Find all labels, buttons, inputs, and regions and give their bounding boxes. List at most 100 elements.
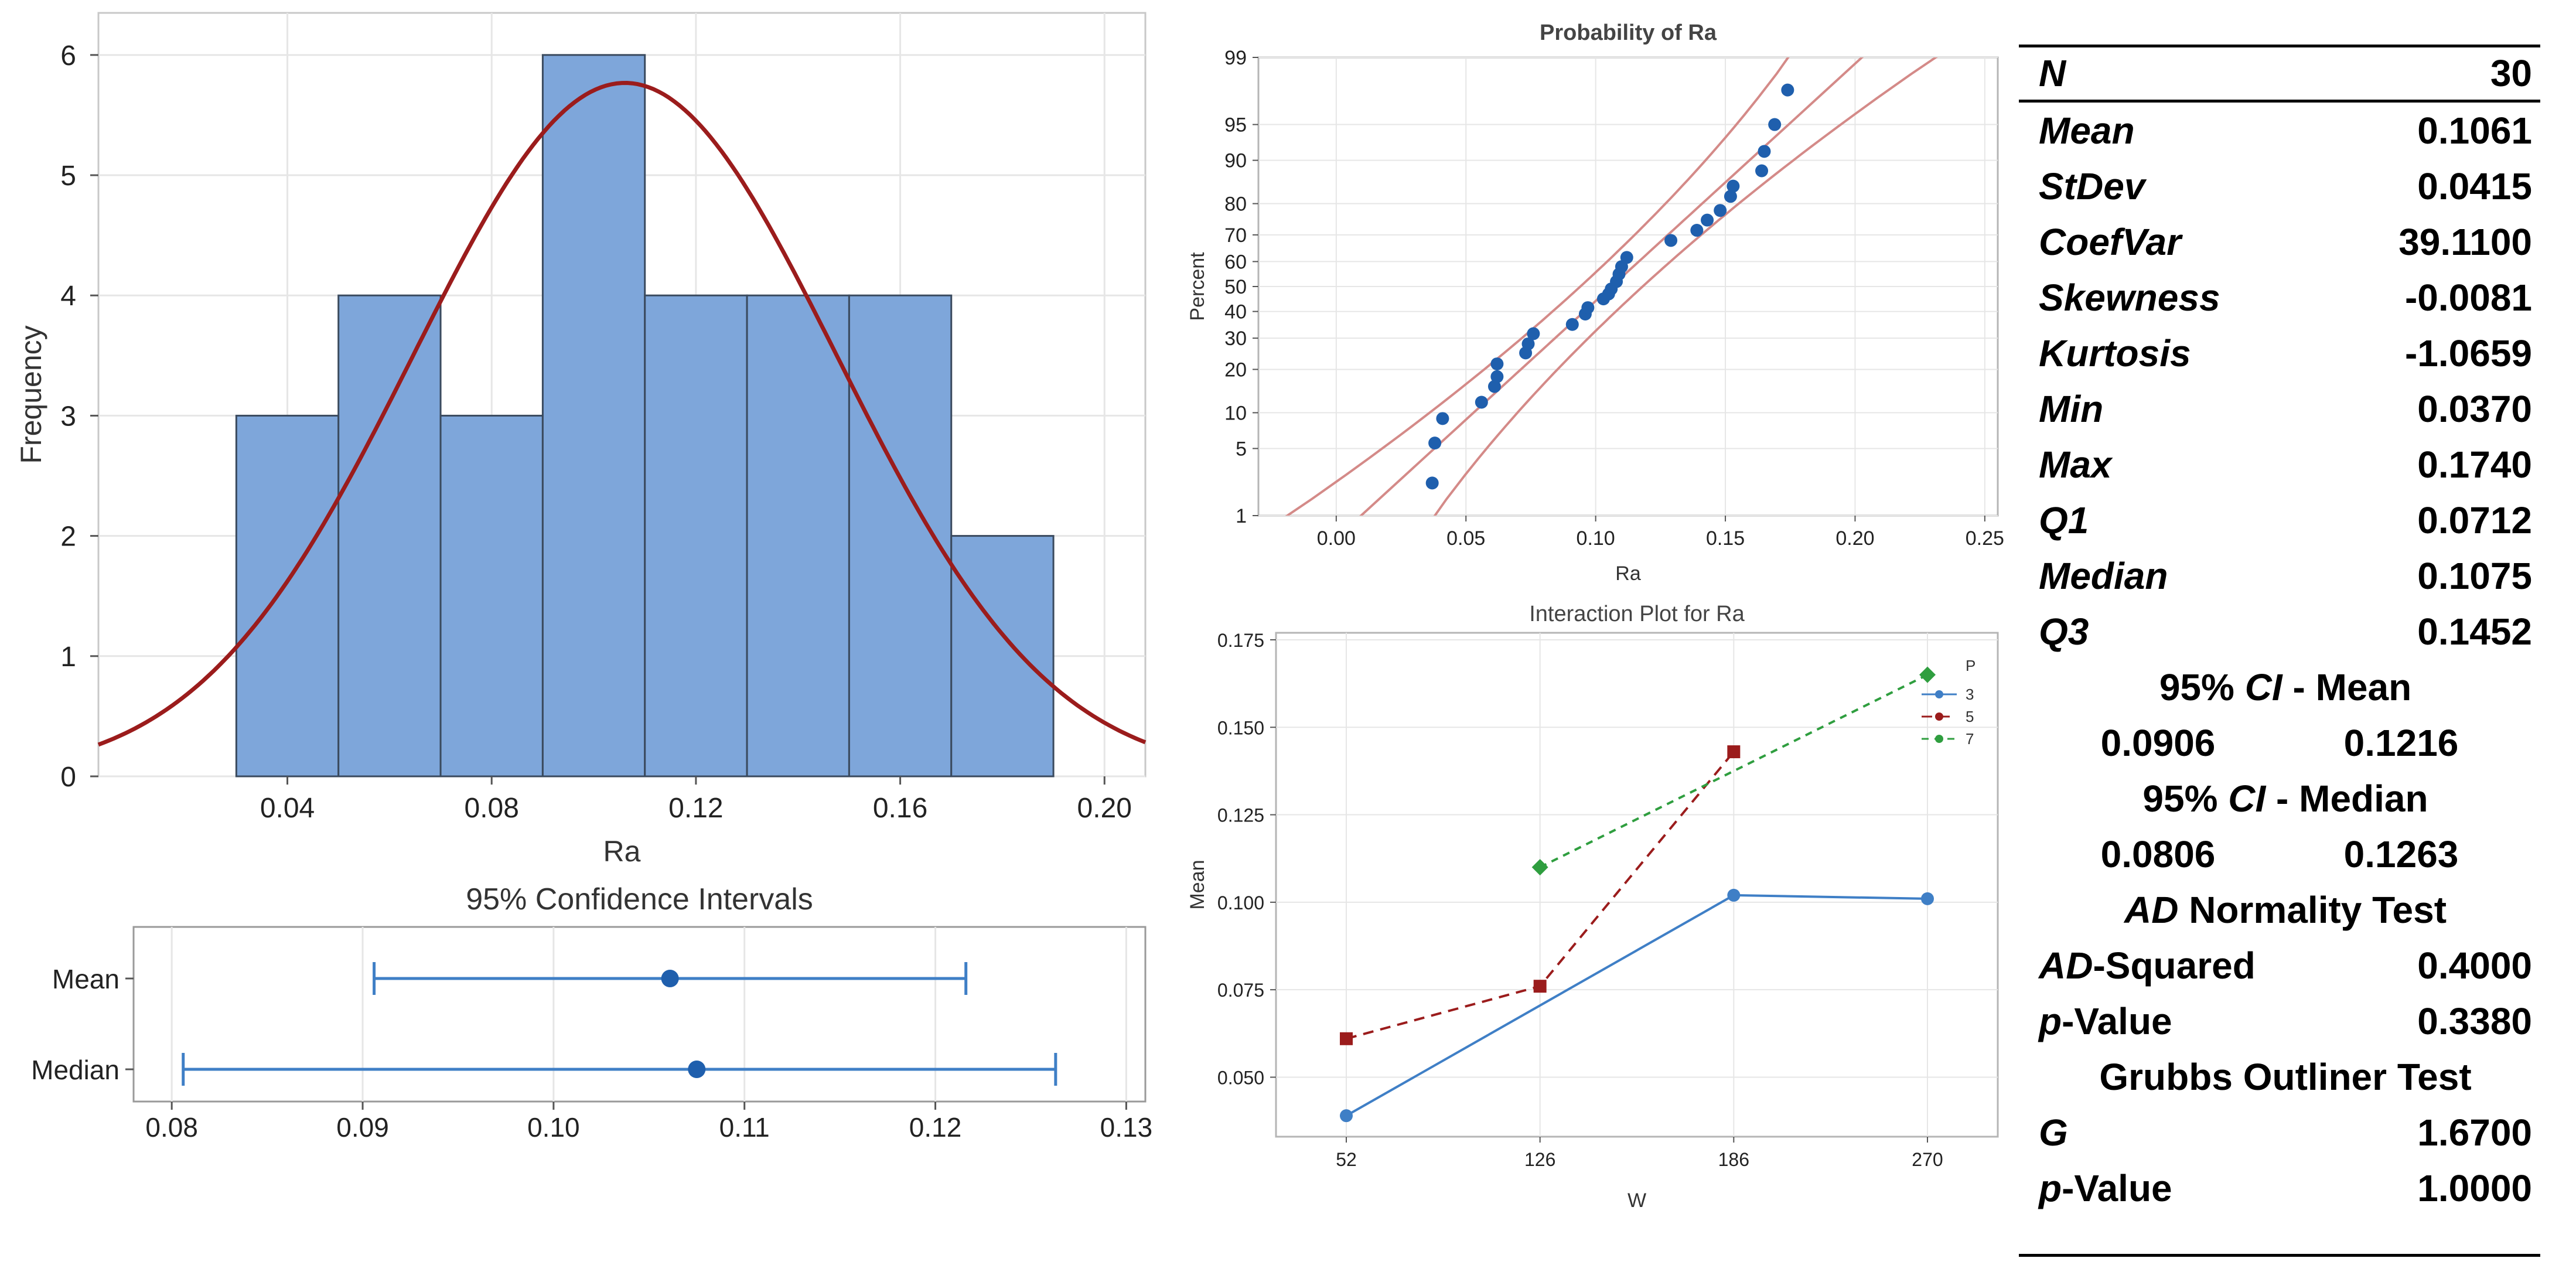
series-marker	[1727, 888, 1741, 902]
data-point	[1428, 437, 1442, 450]
stat-label: Median	[2039, 554, 2168, 597]
data-point	[1758, 145, 1771, 158]
ad-test-header: AD Normality Test	[2124, 888, 2447, 931]
legend-marker	[1935, 712, 1943, 721]
y-tick-label: 0	[60, 762, 76, 793]
stat-label: CoefVar	[2039, 220, 2182, 263]
y-tick-label: 2	[60, 521, 76, 553]
histogram-bar	[235, 414, 340, 778]
x-tick-label: 0.15	[1706, 527, 1745, 550]
x-tick-label: 0.20	[1835, 527, 1874, 550]
data-point	[1768, 118, 1782, 131]
stat-value: -1.0659	[2404, 332, 2532, 374]
stats-row: Median 0.1075	[2019, 548, 2540, 604]
legend-title: P	[1966, 657, 1975, 674]
stat-label: N	[2039, 52, 2066, 94]
stat-value: 0.1061	[2417, 109, 2532, 152]
y-tick-label: 10	[1224, 402, 1247, 424]
x-tick-label: 0.13	[1100, 1112, 1153, 1143]
series-marker	[1533, 980, 1547, 993]
grubbs-pvalue-row: p-Value 1.0000	[2039, 1167, 2532, 1209]
x-tick-label: 0.20	[1077, 793, 1132, 824]
x-tick-label: 0.08	[465, 793, 519, 824]
legend-label: 3	[1966, 686, 1974, 703]
stats-row: Mean 0.1061	[2019, 103, 2540, 158]
y-tick-label: 6	[60, 40, 76, 71]
data-point	[1425, 476, 1439, 490]
histogram-bar	[746, 294, 850, 778]
table-bottom-rule	[2019, 1254, 2540, 1257]
estimate-point	[661, 970, 679, 987]
x-tick-label: 0.09	[336, 1112, 389, 1143]
x-tick-label: 0.05	[1446, 527, 1485, 550]
x-tick-label: 52	[1336, 1149, 1357, 1170]
plot-area	[132, 926, 1147, 1103]
grubbs-header: Grubbs Outliner Test	[2099, 1055, 2472, 1098]
stat-value: 0.0370	[2417, 387, 2532, 430]
y-axis-label: Frequency	[15, 325, 47, 463]
stats-row-n: N 30	[2019, 47, 2540, 103]
series-marker	[1921, 892, 1934, 905]
stat-label: Q3	[2039, 610, 2089, 653]
y-tick-label: 1	[1236, 505, 1247, 527]
ci-mean-header: 95% CI - Mean	[2159, 666, 2412, 708]
plot-area	[1275, 632, 1999, 1138]
stats-row: Q3 0.1452	[2019, 604, 2540, 659]
normal-fit-curve	[97, 80, 1147, 747]
legend-label: 5	[1966, 708, 1974, 725]
stats-row: Q1 0.0712	[2019, 492, 2540, 548]
x-tick-label: 0.04	[260, 793, 315, 824]
stat-label: Mean	[2039, 109, 2135, 152]
ci-band-lower	[1285, 57, 1790, 516]
data-point	[1436, 412, 1449, 425]
stat-label: Q1	[2039, 499, 2089, 541]
data-point	[1490, 370, 1504, 383]
x-tick-label: 270	[1912, 1149, 1943, 1170]
data-point	[1620, 251, 1633, 264]
histogram-bar	[541, 54, 646, 778]
y-tick-label: 70	[1224, 224, 1247, 247]
stats-row: Kurtosis -1.0659	[2019, 325, 2540, 381]
x-tick-label: 0.11	[719, 1112, 770, 1143]
histogram-chart: 0.04 0.08 0.12 0.16 0.20 0 1 2 3 4 5 6 Ra Frequency	[15, 12, 1147, 868]
y-tick-label: 0.175	[1217, 630, 1264, 651]
stat-label: StDev	[2039, 165, 2145, 207]
x-tick-label: 0.12	[668, 793, 723, 824]
data-point	[1487, 380, 1501, 393]
estimate-point	[688, 1061, 706, 1078]
data-point	[1727, 179, 1740, 193]
y-tick-label: Median	[31, 1055, 120, 1085]
data-point	[1724, 190, 1737, 203]
chart-title: Interaction Plot for Ra	[1529, 602, 1745, 626]
x-tick-label: 0.25	[1966, 527, 2004, 550]
y-tick-label: 60	[1224, 251, 1247, 273]
stats-row: Max 0.1740	[2019, 437, 2540, 492]
chart-title: Probability of Ra	[1540, 21, 1717, 45]
legend-marker	[1935, 690, 1943, 698]
legend-label: 7	[1966, 730, 1974, 748]
y-axis-label: Percent	[1186, 252, 1209, 321]
stat-value: 0.1740	[2417, 443, 2532, 486]
stats-row: Min 0.0370	[2019, 381, 2540, 437]
histogram-bar	[337, 294, 442, 778]
x-tick-label: 0.10	[527, 1112, 580, 1143]
y-tick-label: 40	[1224, 301, 1247, 323]
y-tick-label: 4	[60, 281, 76, 312]
ad-pvalue-row: p-Value 0.3380	[2039, 1000, 2532, 1042]
stat-value: 30	[2490, 52, 2532, 94]
data-point	[1565, 318, 1579, 331]
stats-table: N 30 Mean 0.1061 StDev 0.0415 CoefVar 39.1100…	[2019, 47, 2540, 1216]
data-point	[1755, 164, 1769, 178]
y-tick-label: 30	[1224, 328, 1247, 350]
stat-label: Max	[2039, 443, 2112, 486]
y-tick-label: 5	[60, 161, 76, 192]
data-point	[1690, 224, 1704, 237]
stat-value: 0.0415	[2417, 165, 2532, 207]
stat-value: 0.0712	[2417, 499, 2532, 541]
y-tick-label: Mean	[52, 964, 120, 994]
series-marker	[1919, 666, 1936, 683]
x-tick-label: 0.16	[873, 793, 927, 824]
stat-value: 0.1075	[2417, 554, 2532, 597]
data-point	[1714, 204, 1727, 217]
x-tick-label: 186	[1718, 1149, 1749, 1170]
